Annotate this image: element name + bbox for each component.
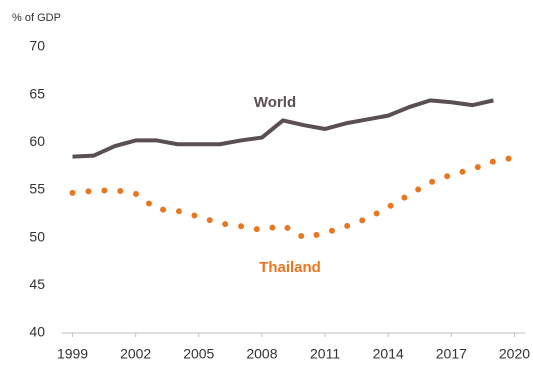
y-tick-label: 40 [29,324,45,340]
y-tick-label: 60 [29,133,45,149]
x-tick-label: 2008 [246,346,277,362]
y-tick-label: 70 [29,38,45,54]
series-label: World [254,94,296,111]
x-tick-label: 2020 [499,346,530,362]
y-tick-label: 50 [29,228,45,244]
y-tick-label: 45 [29,276,45,292]
y-axis-label: % of GDP [12,12,61,24]
x-tick-label: 2002 [120,346,151,362]
line-world [72,98,494,159]
y-tick-label: 65 [29,85,45,101]
x-tick-label: 2005 [183,346,214,362]
x-tick-label: 2011 [310,346,340,362]
x-tick-label: 1999 [57,346,88,362]
y-tick-label: 55 [29,181,45,197]
line-thailand [69,154,518,241]
x-tick-label: 2017 [436,346,467,362]
series-label: Thailand [259,259,321,276]
x-tick-label: 2014 [373,346,404,362]
